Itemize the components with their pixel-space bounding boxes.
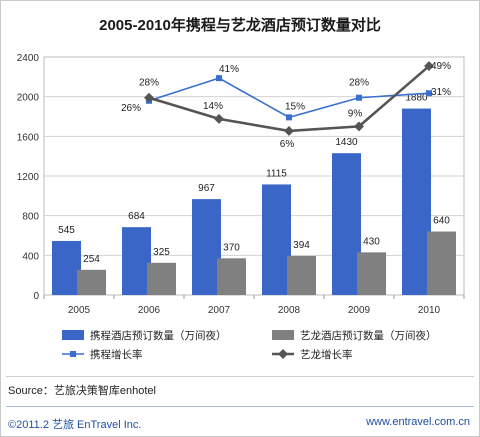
- ctrip-growth-label: 15%: [285, 101, 305, 112]
- ctrip-bar-label: 967: [198, 183, 215, 194]
- ctrip-bar-label: 1880: [405, 93, 428, 104]
- ctrip-bar-label: 684: [128, 211, 145, 222]
- legend-elong-bookings-swatch: [272, 330, 294, 340]
- x-tick-label: 2008: [278, 305, 301, 316]
- elong-bar-label: 254: [83, 254, 100, 265]
- ctrip-bar-label: 545: [58, 225, 75, 236]
- y-tick-label: 1200: [17, 172, 40, 183]
- y-tick-label: 2400: [17, 53, 40, 64]
- ctrip-growth-label: 31%: [431, 87, 451, 98]
- elong-growth-marker: [214, 113, 224, 124]
- x-tick-label: 2007: [208, 305, 231, 316]
- ctrip-bar-label: 1115: [266, 168, 287, 179]
- y-tick-label: 2000: [17, 93, 40, 104]
- elong-growth-label: 49%: [431, 61, 451, 72]
- ctrip-bar-label: 1430: [335, 137, 358, 148]
- x-tick-label: 2005: [68, 305, 91, 316]
- elong-growth-line: [148, 65, 430, 133]
- ctrip-growth-label: 28%: [349, 78, 369, 89]
- ctrip-bar: [122, 227, 151, 295]
- source-note: Source：艺旅决策智库enhotel: [8, 385, 156, 397]
- elong-bar: [427, 231, 456, 295]
- ctrip-growth-label: 26%: [121, 103, 141, 114]
- elong-growth-label: 9%: [348, 108, 363, 119]
- ctrip-growth-marker: [356, 94, 362, 101]
- legend-elong-growth-swatch-marker: [278, 349, 288, 359]
- elong-bar-label: 394: [293, 240, 310, 251]
- elong-bar: [357, 252, 386, 295]
- chart-title: 2005-2010年携程与艺龙酒店预订数量对比: [99, 17, 381, 34]
- elong-growth-marker: [284, 125, 294, 136]
- footer-copyright: ©2011.2 艺旅 EnTravel Inc.: [8, 419, 142, 431]
- legend-elong-growth-label: 艺龙增长率: [300, 348, 353, 361]
- ctrip-growth-label: 41%: [219, 64, 239, 75]
- elong-growth-label: 6%: [280, 139, 295, 150]
- elong-growth-label: 14%: [203, 101, 223, 112]
- legend-elong-bookings-label: 艺龙酒店预订数量（万间夜）: [300, 329, 437, 342]
- legend-ctrip-bookings-label: 携程酒店预订数量（万间夜）: [90, 329, 227, 342]
- elong-bar-label: 640: [433, 216, 450, 227]
- elong-bar: [77, 269, 106, 295]
- elong-growth-marker: [144, 92, 154, 103]
- ctrip-bar: [262, 184, 291, 295]
- ctrip-bar: [192, 199, 221, 295]
- elong-bar: [287, 255, 316, 295]
- footer-divider: [6, 406, 474, 407]
- footer-website: www.entravel.com.cn: [366, 416, 470, 428]
- y-tick-label: 400: [22, 251, 39, 262]
- legend-ctrip-growth-label: 携程增长率: [90, 348, 143, 361]
- x-tick-label: 2010: [418, 305, 441, 316]
- y-tick-label: 800: [22, 212, 39, 223]
- y-tick-label: 1600: [17, 132, 40, 143]
- ctrip-bar: [402, 108, 431, 295]
- elong-bar: [147, 262, 176, 295]
- ctrip-bar: [332, 153, 361, 295]
- ctrip-growth-marker: [286, 114, 292, 121]
- ctrip-growth-marker: [426, 90, 432, 97]
- elong-bar: [217, 258, 246, 295]
- elong-bar-label: 370: [223, 242, 240, 253]
- y-tick-label: 0: [33, 291, 39, 302]
- legend-ctrip-bookings-swatch: [62, 330, 84, 340]
- divider-line: [6, 376, 474, 377]
- ctrip-bar: [52, 240, 81, 295]
- legend-ctrip-growth-swatch-marker: [70, 351, 76, 357]
- elong-bar-label: 430: [363, 236, 380, 247]
- x-tick-label: 2009: [348, 305, 371, 316]
- elong-bar-label: 325: [153, 247, 170, 258]
- ctrip-growth-marker: [216, 75, 222, 82]
- elong-growth-label: 28%: [139, 78, 159, 89]
- x-tick-label: 2006: [138, 305, 161, 316]
